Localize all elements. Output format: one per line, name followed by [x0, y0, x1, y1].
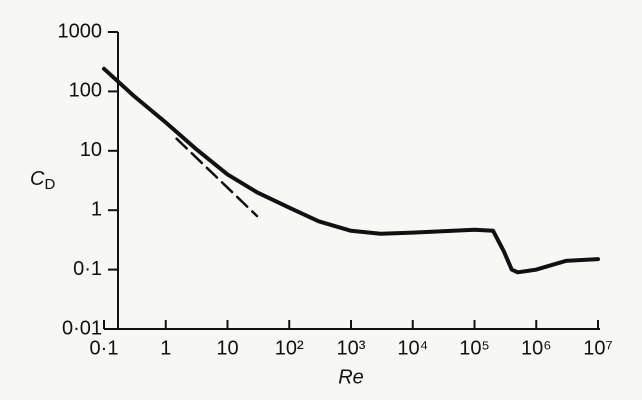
x-tick-label: 0·1 [90, 337, 119, 359]
y-label-sub: D [44, 176, 55, 193]
y-tick-label: 1000 [58, 20, 103, 42]
stokes-line [175, 137, 259, 218]
y-axis-label: CD [30, 168, 55, 193]
x-axis-label: Re [338, 366, 364, 388]
x-tick-label: 10⁴ [397, 337, 428, 359]
y-tick-label: 100 [69, 80, 102, 102]
y-label-main: C [30, 168, 45, 190]
x-tick-label: 10⁷ [583, 337, 612, 359]
x-tick-label: 1 [160, 337, 171, 359]
y-tick-label: 1 [91, 198, 102, 220]
y-tick-label: 0·01 [62, 317, 102, 339]
x-tick-label: 10⁶ [521, 337, 551, 359]
y-tick-label: 10 [80, 139, 102, 161]
y-tick-label: 0·1 [73, 258, 102, 280]
drag-curve [102, 66, 600, 275]
x-tick-label: 10 [216, 337, 238, 359]
x-tick-label: 10² [275, 337, 304, 359]
x-tick-label: 10⁵ [459, 337, 490, 359]
x-tick-label: 10³ [337, 337, 366, 359]
